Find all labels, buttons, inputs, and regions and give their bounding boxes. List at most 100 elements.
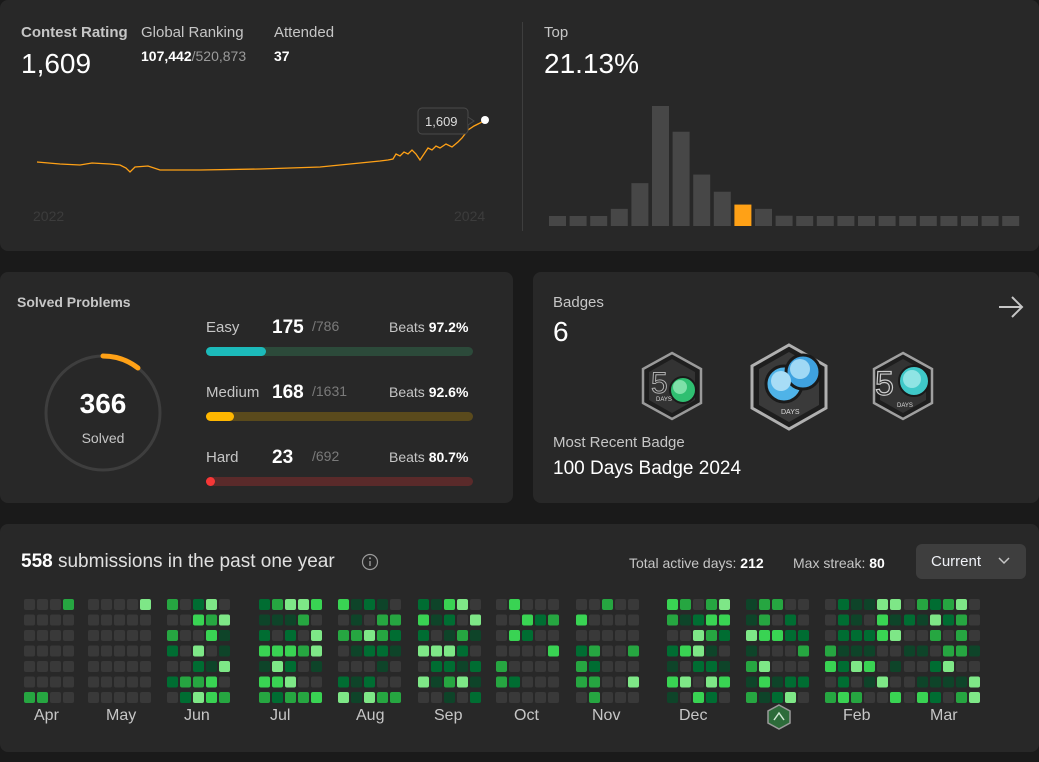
histogram-bar (816, 216, 834, 226)
heatmap-cell (693, 692, 704, 703)
heatmap-cell (37, 692, 48, 703)
month-label: Aug (356, 707, 385, 724)
info-icon[interactable] (361, 553, 379, 571)
heatmap-cell (851, 692, 862, 703)
svg-text:DAYS: DAYS (897, 403, 913, 409)
submissions-count: 558 (21, 551, 53, 572)
heatmap-cell (364, 630, 375, 641)
arrow-right-icon[interactable] (997, 294, 1025, 320)
heatmap-cell (680, 645, 691, 657)
heatmap-cell (338, 599, 349, 610)
heatmap-cell (785, 630, 796, 641)
heatmap-cell (431, 645, 442, 657)
contest-rating-value: 1,609 (21, 48, 92, 79)
heatmap-cell (956, 630, 967, 641)
heatmap-cell (522, 692, 533, 703)
hard-progress-fill (206, 477, 215, 486)
heatmap-cell (772, 692, 783, 703)
contest-card: Contest Rating 1,609 Global Ranking 107,… (0, 0, 1039, 251)
heatmap-cell (759, 599, 770, 610)
heatmap-cell (444, 692, 455, 703)
heatmap-cell (548, 599, 559, 610)
heatmap-cell (127, 630, 138, 641)
heatmap-cell (470, 661, 481, 672)
heatmap-cell (167, 599, 178, 610)
year-select[interactable]: Current (916, 544, 1026, 579)
heatmap-cell (917, 645, 928, 657)
heatmap-cell (24, 614, 35, 626)
heatmap-cell (969, 692, 980, 703)
heatmap-cell (943, 676, 954, 688)
heatmap-cell (206, 645, 217, 657)
heatmap-cell (101, 599, 112, 610)
heatmap-cell (719, 692, 730, 703)
heatmap-cell (877, 599, 888, 610)
heatmap-cell (272, 645, 283, 657)
histogram-bar (672, 131, 690, 226)
attended-label: Attended (274, 24, 335, 41)
heatmap-cell (969, 661, 980, 672)
heatmap-cell (285, 676, 296, 688)
easy-count: 175 (272, 317, 304, 338)
heatmap-cell (259, 661, 270, 672)
month-label: May (106, 707, 137, 724)
heatmap-cell (825, 692, 836, 703)
heatmap-cell (140, 599, 151, 610)
heatmap-cell (377, 630, 388, 641)
badge-50-days-icon[interactable]: 5 DAYS (639, 350, 705, 422)
heatmap-cell (298, 676, 309, 688)
heatmap-cell (63, 630, 74, 641)
max-streak: Max streak: 80 (793, 555, 885, 571)
heatmap-cell (535, 614, 546, 626)
heatmap-cell (63, 614, 74, 626)
heatmap-cell (298, 630, 309, 641)
heatmap-cell (180, 676, 191, 688)
heatmap-cell (285, 692, 296, 703)
heatmap-cell (167, 661, 178, 672)
heatmap-cell (219, 630, 230, 641)
heatmap-cell (851, 630, 862, 641)
heatmap-cell (930, 614, 941, 626)
heatmap-cell (140, 676, 151, 688)
recent-badge-label: Most Recent Badge (553, 434, 685, 451)
heatmap-cell (746, 630, 757, 641)
heatmap-cell (206, 599, 217, 610)
heatmap-cell (219, 599, 230, 610)
histogram-bar (796, 216, 814, 226)
contest-divider (522, 22, 523, 231)
heatmap-cell (219, 661, 230, 672)
heatmap-cell (535, 599, 546, 610)
histogram-bar (652, 106, 669, 226)
histogram-bar (610, 208, 628, 226)
heatmap-cell (693, 614, 704, 626)
heatmap-cell (351, 599, 362, 610)
heatmap-cell (114, 661, 125, 672)
heatmap-cell (904, 676, 915, 688)
heatmap-cell (127, 692, 138, 703)
heatmap-cell (667, 676, 678, 688)
month-label: Feb (843, 707, 871, 724)
heatmap-cell (457, 614, 468, 626)
jan-badge-icon[interactable] (766, 704, 792, 730)
heatmap-cell (298, 599, 309, 610)
heatmap-cell (444, 599, 455, 610)
heatmap-cell (364, 599, 375, 610)
heatmap-cell (114, 599, 125, 610)
heatmap-cell (877, 692, 888, 703)
rating-line-chart[interactable]: 1,609 2022 2024 (0, 90, 510, 240)
heatmap-cell (311, 599, 322, 610)
histogram-bar (755, 208, 772, 226)
heatmap-cell (576, 630, 587, 641)
heatmap-cell (311, 661, 322, 672)
heatmap-cell (219, 645, 230, 657)
heatmap-cell (667, 630, 678, 641)
heatmap-cell (602, 661, 613, 672)
badge-100-days-icon[interactable]: DAYS (748, 342, 830, 432)
rating-point[interactable] (481, 116, 489, 124)
histogram-bar (940, 216, 958, 226)
heatmap-cell (576, 614, 587, 626)
badge-50-days-2024-icon[interactable]: 5 DAYS (870, 350, 936, 422)
heatmap-cell (535, 630, 546, 641)
heatmap-cell (904, 599, 915, 610)
heatmap-cell (589, 614, 600, 626)
